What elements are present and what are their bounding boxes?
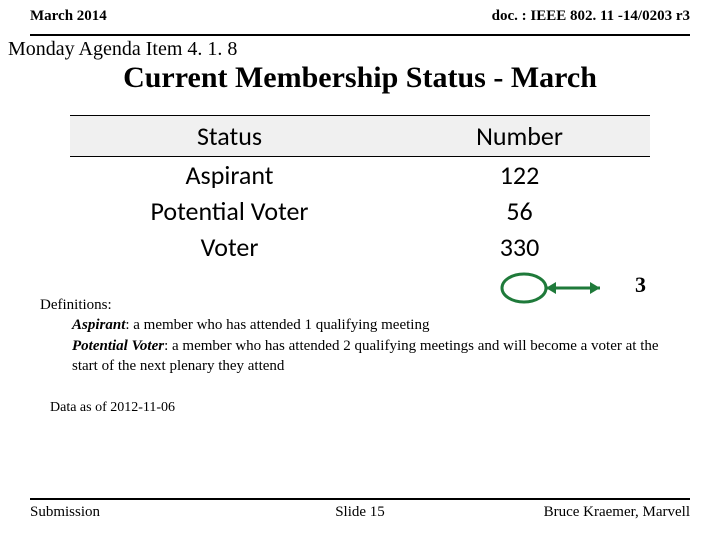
col-header-status: Status [70,116,389,157]
callout-value: 3 [635,272,646,298]
cell-status: Aspirant [70,157,389,194]
data-asof: Data as of 2012-11-06 [50,400,720,416]
definition-term: Aspirant [72,317,125,333]
definitions-block: Definitions: Aspirant: a member who has … [40,295,680,376]
table-row: Potential Voter 56 [70,193,650,229]
definition-item: Potential Voter: a member who has attend… [72,336,680,377]
cell-status: Potential Voter [70,193,389,229]
cell-number: 56 [389,193,650,229]
col-header-number: Number [389,116,650,157]
definition-term: Potential Voter [72,338,164,354]
header-rule [30,34,690,36]
membership-table-wrap: Status Number Aspirant 122 Potential Vot… [70,115,650,265]
definitions-heading: Definitions: [40,295,680,315]
cell-number: 122 [389,157,650,194]
definition-item: Aspirant: a member who has attended 1 qu… [72,315,680,335]
agenda-item: Monday Agenda Item 4. 1. 8 [8,38,720,61]
footer-right: Bruce Kraemer, Marvell [544,504,690,521]
table-row: Aspirant 122 [70,157,650,194]
footer: Submission Slide 15 Bruce Kraemer, Marve… [30,498,690,524]
cell-number: 330 [389,229,650,265]
table-row: Voter 330 [70,229,650,265]
page-title: Current Membership Status - March [0,61,720,95]
footer-rule [30,498,690,500]
definition-text: : a member who has attended 1 qualifying… [125,317,429,333]
header-doc: doc. : IEEE 802. 11 -14/0203 r3 [492,8,690,25]
cell-status: Voter [70,229,389,265]
membership-table: Status Number Aspirant 122 Potential Vot… [70,115,650,265]
header-date: March 2014 [30,8,107,25]
